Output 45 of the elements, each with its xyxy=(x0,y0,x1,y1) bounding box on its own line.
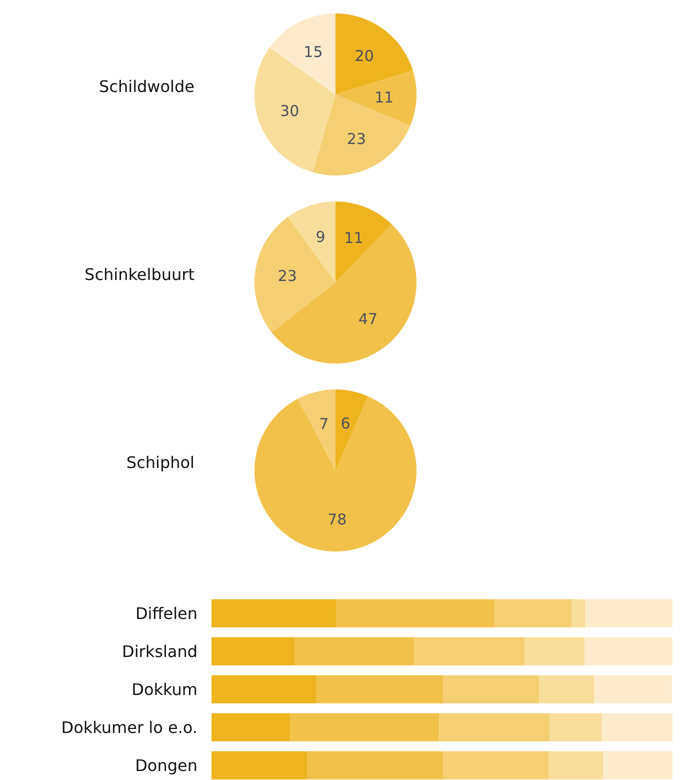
text: Schildwolde xyxy=(99,77,195,96)
y-tick-label: Dirksland xyxy=(122,642,198,661)
bar xyxy=(212,637,294,666)
bar xyxy=(494,599,572,628)
text: Schinkelbuurt xyxy=(84,265,194,284)
bar xyxy=(439,713,550,742)
data-label: 11 xyxy=(344,228,364,247)
bar xyxy=(602,713,672,742)
data-label: 15 xyxy=(304,42,323,61)
bar xyxy=(290,713,440,742)
bar xyxy=(212,599,336,628)
data-label: 23 xyxy=(346,130,366,148)
text: Schiphol xyxy=(126,453,195,472)
bar xyxy=(524,637,584,666)
data-label: 20 xyxy=(354,46,374,65)
bar xyxy=(212,751,308,780)
y-tick-label: Dokkum xyxy=(132,680,198,699)
y-tick-label: Dongen xyxy=(135,756,198,775)
bar xyxy=(548,751,604,780)
y-tick-label: Dokkumer lo e.o. xyxy=(61,718,198,737)
data-label: 7 xyxy=(319,414,329,433)
bar xyxy=(212,713,290,742)
bar xyxy=(294,637,414,666)
bar xyxy=(572,599,586,628)
data-label: 23 xyxy=(278,267,297,286)
bar xyxy=(414,637,525,666)
bar xyxy=(594,675,672,704)
bar xyxy=(603,751,672,780)
data-label: 47 xyxy=(358,310,378,328)
data-label: 9 xyxy=(316,228,326,246)
data-label: 6 xyxy=(340,414,350,432)
bar xyxy=(316,675,444,704)
bar xyxy=(585,599,672,628)
bar xyxy=(307,751,444,780)
data-label: 30 xyxy=(280,102,300,120)
bar xyxy=(212,675,317,704)
bar xyxy=(443,675,540,704)
data-label: 11 xyxy=(374,88,394,106)
bar xyxy=(584,637,672,666)
bar xyxy=(336,599,495,628)
bar xyxy=(539,675,594,704)
bar xyxy=(549,713,602,742)
bar xyxy=(443,751,548,780)
data-label: 78 xyxy=(328,510,347,529)
y-tick-label: Diffelen xyxy=(135,604,198,623)
